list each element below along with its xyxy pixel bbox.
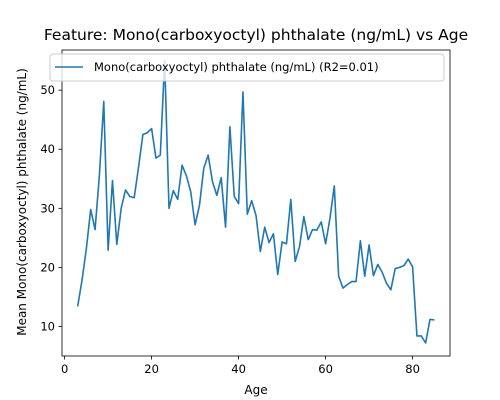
x-axis-label: Age xyxy=(244,383,267,397)
x-tick-label: 40 xyxy=(231,362,246,376)
series-line-0 xyxy=(76,59,435,344)
legend-entry: Mono(carboxyoctyl) phthalate (ng/mL) (R2… xyxy=(94,60,379,74)
y-tick-label: 50 xyxy=(40,83,55,97)
y-tick-label: 20 xyxy=(40,260,55,274)
y-axis: 10 20 30 40 50 xyxy=(40,83,62,333)
y-tick-label: 40 xyxy=(40,142,55,156)
x-tick-label: 80 xyxy=(405,362,420,376)
x-tick-label: 0 xyxy=(61,362,68,376)
legend: Mono(carboxyoctyl) phthalate (ng/mL) (R2… xyxy=(49,53,445,82)
legend-box xyxy=(49,53,445,82)
x-tick-label: 20 xyxy=(144,362,159,376)
x-tick-label: 60 xyxy=(318,362,333,376)
axes-frame xyxy=(61,49,451,357)
plot-area xyxy=(76,59,435,344)
chart-title: Feature: Mono(carboxyoctyl) phthalate (n… xyxy=(44,26,468,44)
y-tick-label: 30 xyxy=(40,201,55,215)
y-tick-label: 10 xyxy=(40,319,55,333)
y-axis-label: Mean Mono(carboxyoctyl) phthalate (ng/mL… xyxy=(15,68,29,336)
x-axis: 0 20 40 60 80 xyxy=(61,356,420,376)
